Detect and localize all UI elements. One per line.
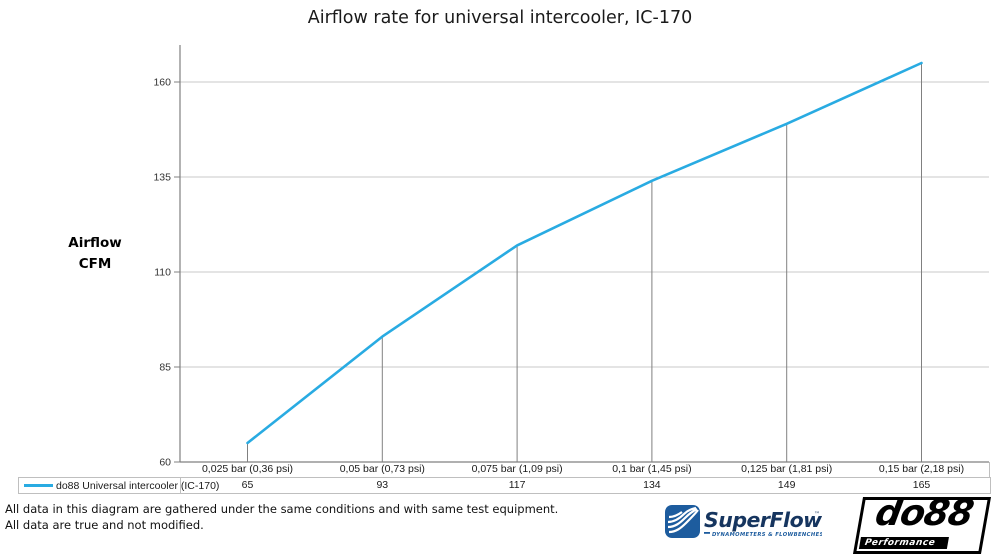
y-tick-label: 60 <box>159 457 171 469</box>
do88-performance-bar: Performance <box>858 537 949 549</box>
legend-label: do88 Universal intercooler (IC-170) <box>56 479 220 492</box>
superflow-logo: SuperFlow ™ DYNAMOMETERS & FLOWBENCHES <box>665 505 822 538</box>
data-value-cell: 65 <box>241 479 254 491</box>
data-value-cell: 93 <box>376 479 389 491</box>
x-axis-label: 0,025 bar (0,36 psi) <box>201 463 294 475</box>
x-axis-label: 0,125 bar (1,81 psi) <box>741 463 833 475</box>
data-table-row: do88 Universal intercooler (IC-170) 65 93… <box>18 477 991 494</box>
y-tick-label: 160 <box>153 77 171 89</box>
x-axis-labels-row: 0,025 bar (0,36 psi) 0,05 bar (0,73 psi) 0… <box>180 462 990 477</box>
legend: do88 Universal intercooler (IC-170) <box>19 478 219 493</box>
chart-title: Airflow rate for universal intercooler, … <box>307 8 693 28</box>
data-value-cell: 117 <box>508 479 526 491</box>
superflow-waves-icon <box>667 506 699 534</box>
y-tick-label: 135 <box>153 172 171 184</box>
superflow-trademark: ™ <box>814 511 820 518</box>
disclaimer-line-1: All data in this diagram are gathered un… <box>5 502 559 516</box>
y-tick-label: 110 <box>154 267 171 279</box>
data-value-cell: 165 <box>912 479 931 491</box>
do88-tagline: Performance <box>864 538 937 548</box>
legend-line-sample <box>24 484 53 487</box>
superflow-tagline-dash <box>704 532 710 534</box>
do88-logo: do88 Performance <box>852 493 992 554</box>
airflow-line <box>246 61 923 445</box>
superflow-tagline: DYNAMOMETERS & FLOWBENCHES <box>712 532 822 538</box>
disclaimer-line-2: All data are true and not modified. <box>5 517 204 532</box>
x-axis-label: 0,1 bar (1,45 psi) <box>612 463 692 475</box>
do88-wordmark: do88 <box>872 493 977 534</box>
y-axis-title: Airflow CFM <box>68 235 122 272</box>
x-axis-label: 0,15 bar (2,18 psi) <box>878 463 965 475</box>
disclaimer-text: All data in this diagram are gathered un… <box>5 502 558 533</box>
y-tick-label: 85 <box>159 362 171 374</box>
superflow-wordmark: SuperFlow <box>704 508 822 532</box>
data-value-cell: 134 <box>643 479 661 491</box>
x-axis-label: 0,05 bar (0,73 psi) <box>339 463 425 475</box>
data-value-cell: 149 <box>777 479 796 491</box>
x-axis-label: 0,075 bar (1,09 psi) <box>471 463 563 475</box>
